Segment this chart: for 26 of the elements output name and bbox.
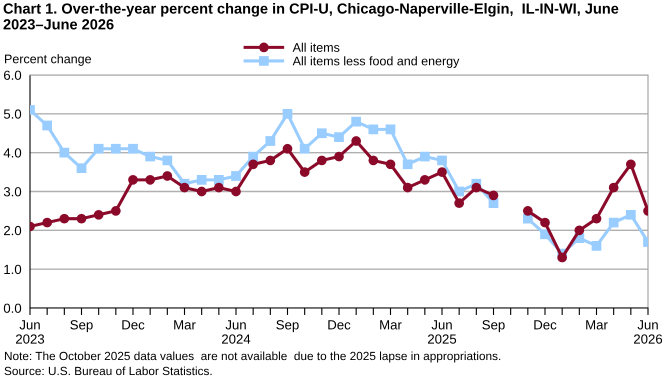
y-tick-label: 6.0 [4, 70, 22, 80]
x-tick-label: Sep [276, 320, 299, 332]
y-axis-title: Percent change [5, 54, 92, 66]
x-tick-label: Dec [122, 320, 144, 330]
y-tick-label: 4.0 [4, 148, 22, 158]
x-tick-label: Mar [586, 320, 608, 330]
x-tick-label: Jun 2024 [222, 320, 250, 344]
y-tick-label: 3.0 [4, 187, 22, 196]
chart-title: Chart 1. Over-the-year percent change in CPI-U, Chicago-Naperville-Elgin, IL-IN-WI, June 2023–June 2026 [4, 3, 618, 30]
y-tick-label: 2.0 [4, 226, 22, 236]
legend-label: All items [292, 42, 340, 52]
x-tick-label: Dec [534, 320, 556, 330]
x-tick-label: Jun 2025 [428, 320, 456, 344]
x-tick-label: Mar [174, 320, 196, 330]
text: Note: The October 2025 data values are not available due to the 2025 lapse in appropriations. [4, 351, 500, 363]
source-note: Source: U.S. Bureau of Labor Statistics. [4, 366, 212, 376]
x-tick-label: Sep [482, 320, 505, 332]
x-tick-label: Dec [328, 320, 350, 330]
legend-label: All items less food and energy [292, 56, 460, 68]
y-tick-label: 0.0 [4, 304, 22, 313]
y-tick-label: 1.0 [4, 264, 22, 274]
x-tick-label: Jun 2026 [634, 320, 662, 344]
x-tick-label: Jun 2023 [16, 320, 44, 344]
y-tick-label: 5.0 [4, 109, 22, 119]
x-tick-label: Mar [380, 320, 402, 330]
x-tick-label: Sep [70, 320, 93, 332]
